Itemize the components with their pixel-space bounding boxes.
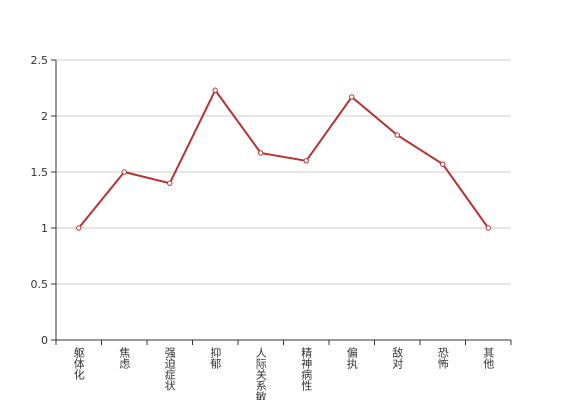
point bbox=[212, 87, 218, 93]
point bbox=[349, 94, 355, 100]
x-tick-label: 抑郁 bbox=[209, 346, 222, 369]
point bbox=[394, 132, 400, 138]
point bbox=[485, 225, 491, 231]
x-tick-label: 偏执 bbox=[345, 346, 358, 370]
y-tick-label: 0 bbox=[41, 334, 48, 347]
point bbox=[167, 180, 173, 186]
point bbox=[258, 150, 264, 156]
x-tick-label: 其他 bbox=[482, 347, 495, 369]
x-tick-label: 焦虑 bbox=[118, 347, 131, 369]
y-tick-label: 1 bbox=[41, 222, 48, 235]
line bbox=[77, 88, 490, 229]
point bbox=[303, 158, 309, 164]
x-tick-label: 恐怖 bbox=[436, 347, 449, 369]
x-tick-label: 敌对 bbox=[391, 346, 404, 369]
y-tick-label: 2.5 bbox=[31, 54, 49, 67]
y-tick-label: 1.5 bbox=[31, 166, 49, 179]
x-tick-label: 躯体化 bbox=[72, 347, 85, 381]
x-tick-label: 人际关系敏感 bbox=[254, 347, 267, 400]
x-tick-label: 强迫症状 bbox=[163, 347, 176, 391]
y-tick-label: 2 bbox=[41, 110, 48, 123]
point bbox=[121, 169, 127, 175]
point bbox=[440, 161, 446, 167]
y-tick-label: 0.5 bbox=[31, 278, 49, 291]
x-tick-label: 精神病性 bbox=[300, 347, 313, 392]
point bbox=[76, 225, 82, 231]
